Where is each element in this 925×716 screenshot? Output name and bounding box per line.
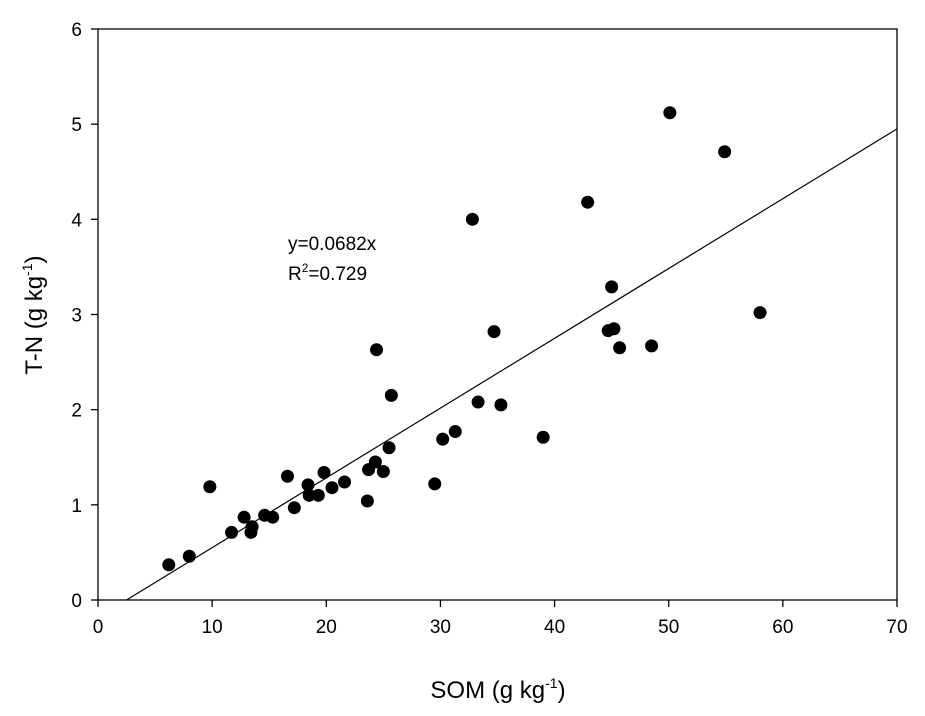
- data-point: [182, 549, 196, 563]
- data-point: [287, 501, 301, 515]
- data-point: [645, 339, 659, 353]
- x-tick-label: 40: [544, 617, 565, 638]
- y-tick-label: 6: [71, 20, 82, 41]
- r-squared-sup: 2: [302, 261, 309, 275]
- data-point: [471, 395, 485, 409]
- y-axis-label-close: ): [21, 255, 48, 263]
- regression-line: [126, 128, 898, 601]
- data-point: [368, 455, 382, 469]
- x-tick-label: 0: [93, 617, 104, 638]
- data-point: [376, 465, 390, 479]
- data-point: [311, 488, 325, 502]
- data-point: [663, 106, 677, 120]
- y-axis-label-main: T-N (g kg: [21, 276, 48, 375]
- data-point: [465, 212, 479, 226]
- r-squared-label: R2=0.729: [288, 261, 367, 285]
- y-axis-label-sup: -1: [19, 263, 35, 276]
- data-point: [436, 432, 450, 446]
- data-point: [605, 280, 619, 294]
- data-point: [494, 398, 508, 412]
- y-tick-label: 1: [71, 496, 82, 517]
- x-tick-label: 50: [658, 617, 679, 638]
- data-point: [225, 525, 239, 539]
- data-point: [448, 425, 462, 439]
- plot-frame: [97, 28, 898, 601]
- data-point: [384, 388, 398, 402]
- data-point: [325, 481, 339, 495]
- plot-area: [97, 28, 898, 601]
- x-axis-label-close: ): [558, 677, 566, 704]
- data-point: [162, 558, 176, 572]
- data-point: [487, 325, 501, 339]
- data-point: [607, 322, 621, 336]
- data-point: [536, 430, 550, 444]
- data-point: [613, 341, 627, 355]
- y-tick-label: 0: [71, 591, 82, 612]
- y-tick-label: 5: [71, 115, 82, 136]
- data-point: [581, 195, 595, 209]
- data-point: [317, 465, 331, 479]
- data-points: [126, 106, 898, 601]
- x-tick-label: 20: [316, 617, 337, 638]
- x-tick-label: 70: [886, 617, 907, 638]
- r-squared-r: R: [288, 264, 302, 285]
- data-point: [245, 520, 259, 534]
- data-point: [338, 475, 352, 489]
- data-point: [203, 480, 217, 494]
- x-tick-label: 30: [430, 617, 451, 638]
- y-tick-label: 4: [71, 210, 82, 231]
- axis-ticks: 0 10 20 30 40 50 60 70 0 1 2 3 4 5 6: [71, 20, 907, 638]
- r-squared-value: =0.729: [308, 264, 367, 285]
- y-tick-label: 3: [71, 306, 82, 327]
- data-point: [301, 478, 315, 492]
- data-point: [753, 306, 767, 320]
- data-point: [237, 510, 251, 524]
- data-point: [718, 145, 732, 159]
- y-tick-label: 2: [71, 401, 82, 422]
- data-point: [302, 488, 316, 502]
- data-point: [280, 469, 294, 483]
- x-axis-label-sup: -1: [545, 675, 558, 691]
- x-tick-label: 60: [772, 617, 793, 638]
- x-tick-label: 10: [202, 617, 223, 638]
- y-axis-label: T-N (g kg-1): [19, 255, 48, 374]
- data-point: [360, 494, 374, 508]
- data-point: [428, 477, 442, 491]
- data-point: [370, 343, 384, 357]
- data-point: [266, 510, 280, 524]
- x-axis-label: SOM (g kg-1): [430, 675, 565, 704]
- regression-equation: y=0.0682x: [288, 234, 377, 255]
- data-point: [382, 441, 396, 455]
- x-axis-label-main: SOM (g kg: [430, 677, 545, 704]
